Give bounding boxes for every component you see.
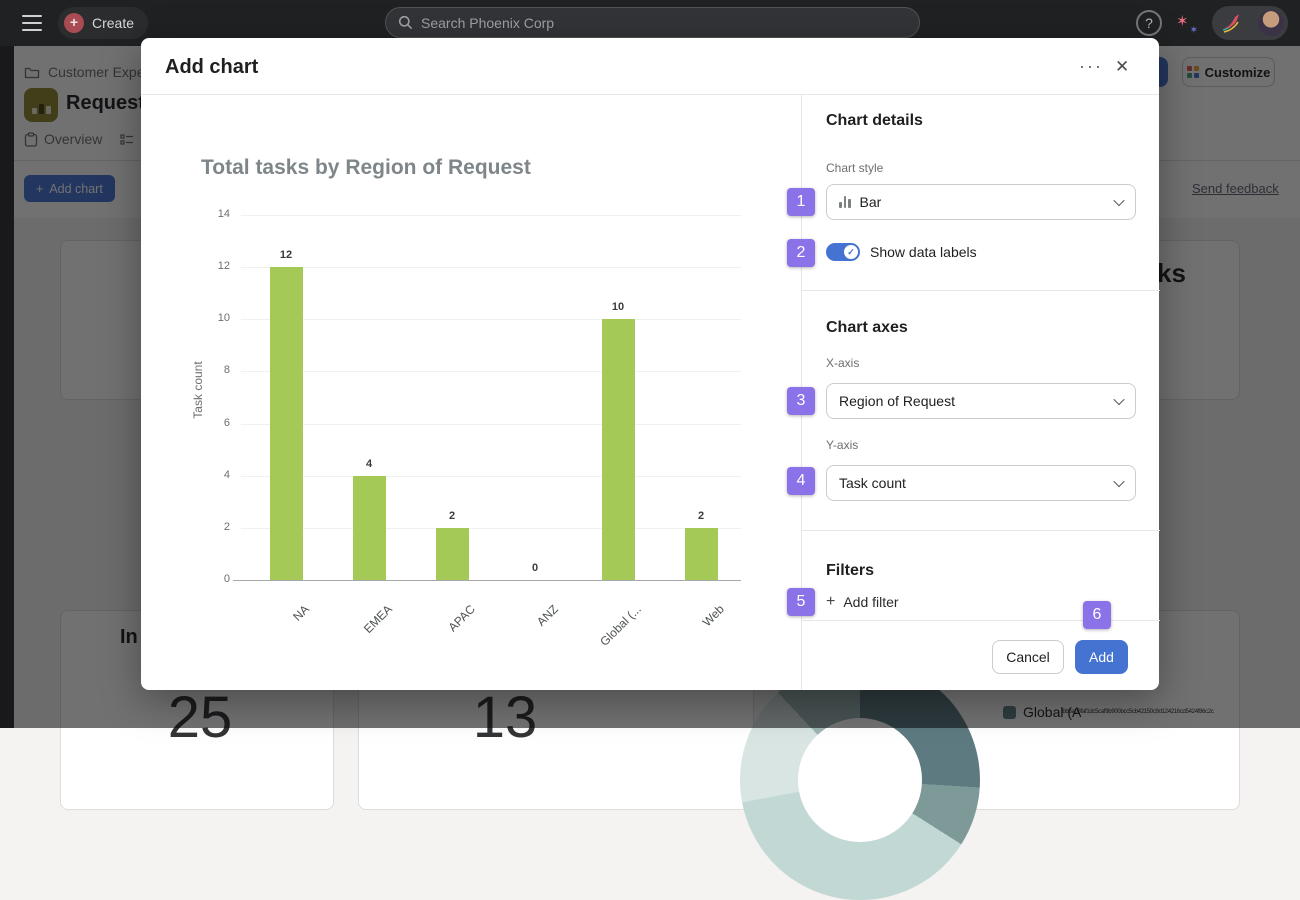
bar-value-label: 2: [448, 509, 456, 522]
y-tick-label: 2: [223, 520, 230, 533]
plus-icon: +: [64, 13, 84, 33]
hamburger-menu-icon[interactable]: [22, 15, 42, 31]
x-tick-label: EMEA: [360, 602, 395, 636]
x-tick-label: Global (...: [597, 602, 644, 649]
gridline: [241, 527, 741, 529]
chart-style-select[interactable]: Bar: [826, 184, 1136, 220]
divider: [802, 620, 1160, 621]
toggle-check-icon: ✓: [844, 245, 858, 259]
plus-icon: +: [826, 593, 836, 610]
y-axis-select[interactable]: Task count: [826, 465, 1136, 501]
search-icon: [398, 15, 413, 30]
bar: [684, 527, 718, 580]
close-icon[interactable]: ✕: [1115, 57, 1130, 76]
divider: [802, 290, 1160, 291]
chart-axes-heading: Chart axes: [826, 319, 908, 336]
bar: [601, 319, 635, 580]
gridline: [233, 580, 741, 581]
show-data-labels-label: Show data labels: [870, 244, 977, 260]
gridline: [241, 319, 741, 321]
ai-sparkles-icon[interactable]: ✶ ✶: [1176, 13, 1198, 36]
gridline: [241, 475, 741, 477]
bar-chart-plot: Task count NA EMEA APAC ANZ Global (... Web 0…: [191, 208, 741, 649]
divider: [802, 530, 1160, 531]
bar-value-label: 0: [531, 562, 539, 574]
search-input[interactable]: Search Phoenix Corp: [385, 7, 920, 38]
chevron-down-icon: [1113, 194, 1125, 207]
y-tick-label: 8: [223, 364, 230, 377]
y-tick-label: 6: [223, 416, 230, 429]
user-avatar[interactable]: [1258, 10, 1284, 36]
bar-value-label: 10: [611, 301, 625, 314]
y-axis-value: Task count: [839, 475, 906, 491]
x-axis-label: X-axis: [826, 356, 860, 370]
annotation-badge-1: 1: [787, 188, 815, 216]
chart-preview-title: Total tasks by Region of Request: [201, 156, 531, 179]
create-button-label: Create: [92, 15, 135, 31]
show-data-labels-toggle[interactable]: ✓: [826, 243, 860, 261]
gridline: [241, 215, 741, 216]
annotation-badge-3: 3: [787, 387, 815, 415]
y-tick-label: 14: [217, 208, 230, 220]
gridline: [241, 423, 741, 425]
filters-heading: Filters: [826, 562, 875, 579]
bar: [352, 475, 386, 580]
y-tick-label: 12: [217, 260, 230, 273]
chart-style-value: Bar: [859, 194, 882, 210]
gridline: [241, 371, 741, 373]
modal-header: Add chart ··· ✕: [141, 38, 1159, 95]
search-placeholder: Search Phoenix Corp: [421, 14, 555, 31]
bar-value-label: 12: [279, 249, 293, 262]
y-tick-label: 4: [223, 468, 230, 481]
cancel-button[interactable]: Cancel: [992, 640, 1064, 674]
create-button[interactable]: + Create: [58, 7, 149, 39]
bar-value-label: 4: [365, 457, 373, 470]
phoenix-logo-icon: [1220, 11, 1244, 35]
annotation-badge-4: 4: [787, 467, 815, 495]
y-axis-label: Y-axis: [826, 438, 859, 452]
bar: [269, 267, 303, 580]
x-tick-label: ANZ: [534, 602, 561, 629]
chevron-down-icon: [1113, 393, 1125, 406]
annotation-badge-2: 2: [787, 239, 815, 267]
x-axis-value: Region of Request: [839, 393, 955, 409]
x-tick-label: APAC: [445, 602, 478, 635]
annotation-badge-6: 6: [1083, 601, 1111, 629]
bar: [435, 527, 469, 580]
account-menu[interactable]: [1212, 6, 1288, 40]
x-tick-label: Web: [699, 602, 727, 630]
bar-value-label: 2: [697, 509, 705, 522]
donut-chart-hole: [798, 718, 922, 842]
add-filter-button[interactable]: + Add filter: [826, 593, 899, 611]
add-chart-modal: Add chart ··· ✕ Total tasks by Region of…: [141, 38, 1160, 690]
overflow-menu-icon[interactable]: ···: [1079, 56, 1103, 76]
add-filter-label: Add filter: [843, 594, 899, 610]
question-mark-icon: ?: [1145, 15, 1153, 31]
annotation-badge-5: 5: [787, 588, 815, 616]
chart-details-heading: Chart details: [826, 112, 923, 129]
y-tick-label: 10: [217, 312, 230, 325]
help-button[interactable]: ?: [1136, 10, 1162, 36]
modal-title: Add chart: [165, 56, 259, 78]
gridline: [241, 267, 741, 269]
x-tick-label: NA: [290, 602, 312, 624]
x-axis-select[interactable]: Region of Request: [826, 383, 1136, 419]
bar-chart-icon: [839, 196, 851, 208]
chevron-down-icon: [1113, 475, 1125, 488]
top-bar: + Create Search Phoenix Corp ? ✶ ✶: [0, 0, 1300, 46]
chart-style-label: Chart style: [826, 161, 884, 175]
y-tick-label: 0: [223, 573, 230, 585]
add-button[interactable]: Add: [1075, 640, 1128, 674]
